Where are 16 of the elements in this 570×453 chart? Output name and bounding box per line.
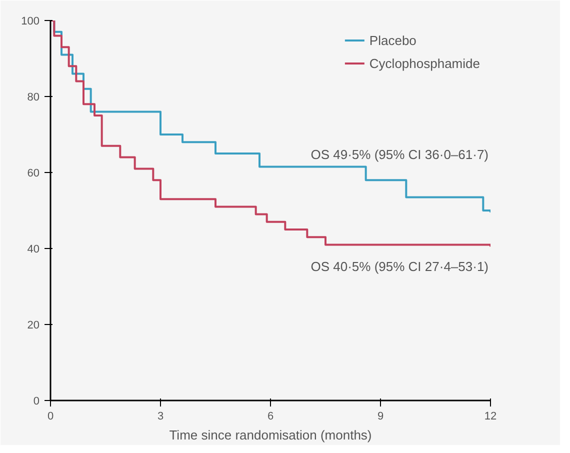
y-tick-label: 20 [27, 320, 40, 332]
x-tick-label: 3 [157, 410, 164, 422]
x-axis-title: Time since randomisation (months) [169, 428, 372, 442]
legend-label: Placebo [369, 32, 416, 48]
x-tick-label: 12 [484, 410, 497, 422]
x-tick-label: 0 [47, 410, 54, 422]
y-tick-label: 40 [27, 244, 40, 256]
y-tick-label: 80 [27, 92, 40, 104]
annotation: OS 49·5% (95% CI 36·0–61·7) [310, 146, 489, 162]
y-tick-label: 0 [33, 396, 40, 408]
y-tick-label: 60 [27, 168, 40, 180]
x-tick-label: 6 [267, 410, 274, 422]
y-tick-label: 100 [21, 16, 40, 28]
annotation: OS 40·5% (95% CI 27·4–53·1) [310, 259, 489, 274]
legend-label: Cyclophosphamide [369, 56, 480, 70]
x-tick-label: 9 [377, 410, 384, 422]
